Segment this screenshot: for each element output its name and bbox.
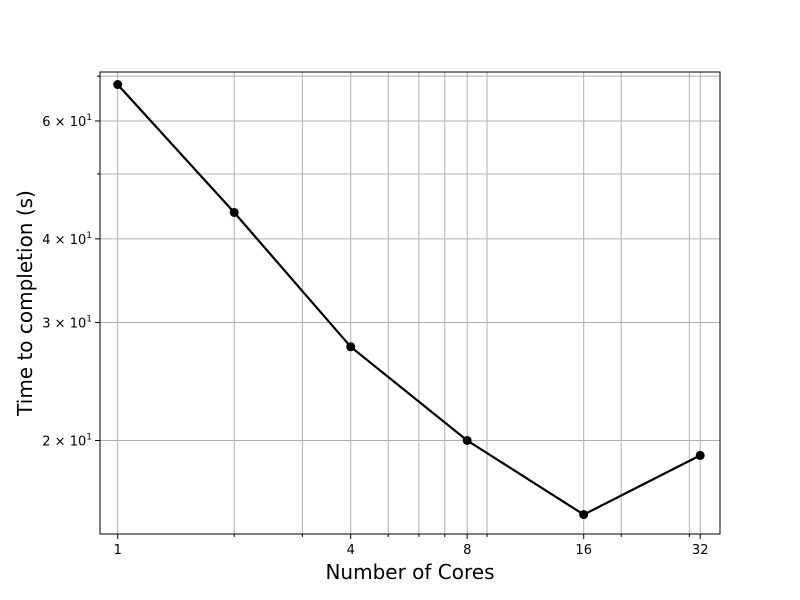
x-tick-label: 32 [692, 543, 709, 558]
data-point [695, 450, 705, 460]
grid [100, 72, 720, 534]
x-tick-label: 4 [347, 543, 355, 558]
axis-ticks: 1 4 8 16 32 2 × 101 3 × 101 4 × 101 6 × 101 [42, 75, 709, 558]
data-point [346, 342, 356, 352]
y-tick-label: 6 × 101 [42, 113, 92, 130]
data-point [229, 207, 239, 217]
y-axis-label: Time to completion (s) [13, 190, 37, 417]
x-axis-label: Number of Cores [325, 560, 494, 584]
y-tick-label: 3 × 101 [42, 315, 92, 332]
series-group [113, 80, 705, 520]
x-tick-label: 16 [575, 543, 592, 558]
y-tick-label: 2 × 101 [42, 432, 92, 449]
x-tick-label: 8 [463, 543, 471, 558]
data-point [113, 80, 123, 90]
x-tick-label: 1 [114, 543, 122, 558]
data-point [579, 510, 589, 520]
series-line [116, 83, 701, 516]
plot-area-frame [99, 71, 721, 535]
data-point [462, 435, 472, 445]
y-tick-label: 4 × 101 [42, 231, 92, 248]
